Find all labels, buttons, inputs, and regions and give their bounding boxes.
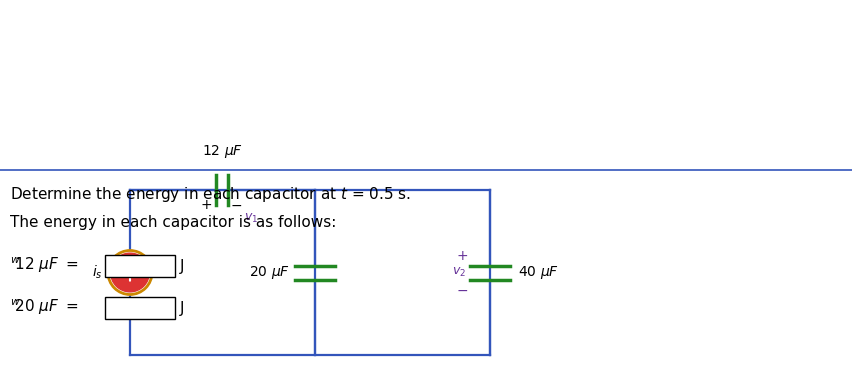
Text: $v_2$: $v_2$	[452, 266, 465, 279]
Text: $v_1$: $v_1$	[245, 211, 258, 224]
Bar	[105, 255, 175, 277]
Circle shape	[108, 251, 152, 295]
Text: $^w\!\!12\ \mu F\ =$: $^w\!\!12\ \mu F\ =$	[10, 255, 78, 275]
Text: J: J	[180, 301, 184, 315]
Text: $12\ \mu F$: $12\ \mu F$	[202, 143, 243, 160]
Text: +: +	[200, 198, 212, 212]
Text: $-$: $-$	[230, 198, 242, 212]
Text: $^w\!\!20\ \mu F\ =$: $^w\!\!20\ \mu F\ =$	[10, 297, 78, 316]
Text: The energy in each capacitor is as follows:: The energy in each capacitor is as follo…	[10, 215, 336, 230]
Bar	[105, 297, 175, 319]
Text: $i_s$: $i_s$	[92, 264, 103, 281]
Text: J: J	[180, 258, 184, 273]
Text: $40\ \mu F$: $40\ \mu F$	[517, 264, 558, 281]
Text: $-$: $-$	[455, 283, 468, 296]
Text: $20\ \mu F$: $20\ \mu F$	[249, 264, 290, 281]
Text: Determine the energy in each capacitor at $t$ = 0.5 s.: Determine the energy in each capacitor a…	[10, 185, 411, 204]
Text: +: +	[456, 248, 467, 263]
Circle shape	[111, 253, 149, 292]
